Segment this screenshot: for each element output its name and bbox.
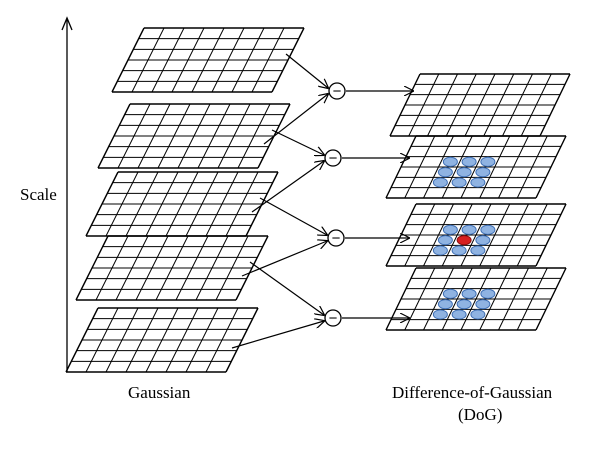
minus-symbol: − bbox=[332, 230, 341, 247]
minus-symbol: − bbox=[329, 310, 338, 327]
dog-label: Difference-of-Gaussian bbox=[392, 383, 553, 402]
neighbor-marker bbox=[470, 177, 486, 188]
neighbor-marker bbox=[442, 288, 458, 299]
neighbor-marker bbox=[470, 309, 486, 320]
neighbor-marker bbox=[475, 167, 491, 178]
minus-symbol: − bbox=[329, 150, 338, 167]
neighbor-marker bbox=[451, 309, 467, 320]
gaussian-level-2 bbox=[97, 103, 291, 169]
dog-level-4 bbox=[385, 267, 567, 331]
neighbor-marker bbox=[442, 156, 458, 167]
gaussian-level-3 bbox=[85, 171, 279, 237]
neighbor-marker bbox=[461, 288, 477, 299]
minus-circle bbox=[327, 229, 345, 247]
neighbor-marker bbox=[437, 299, 453, 310]
neighbor-marker bbox=[432, 309, 448, 320]
dog-level-1 bbox=[389, 73, 571, 137]
neighbor-marker bbox=[475, 235, 491, 246]
neighbor-marker bbox=[432, 177, 448, 188]
neighbor-marker bbox=[480, 156, 496, 167]
neighbor-marker bbox=[442, 224, 458, 235]
scale-axis bbox=[61, 16, 73, 372]
scale-label: Scale bbox=[20, 185, 57, 204]
dog-abbreviation-label: (DoG) bbox=[458, 405, 503, 424]
subtract-operator-3: − bbox=[241, 197, 409, 277]
connectors: − − − − bbox=[231, 53, 413, 349]
dog-level-3 bbox=[385, 203, 567, 267]
minus-symbol: − bbox=[333, 83, 342, 100]
neighbor-marker bbox=[437, 167, 453, 178]
neighbor-marker bbox=[456, 299, 472, 310]
gaussian-level-1 bbox=[111, 27, 305, 93]
subtract-operator-4: − bbox=[231, 261, 409, 349]
minus-circle bbox=[328, 82, 346, 100]
neighbor-marker bbox=[437, 235, 453, 246]
minus-circle bbox=[324, 309, 342, 327]
minus-circle bbox=[324, 149, 342, 167]
subtract-operator-2: − bbox=[251, 129, 409, 213]
neighbor-marker bbox=[461, 224, 477, 235]
neighbor-marker bbox=[475, 299, 491, 310]
keypoint-center-marker bbox=[456, 235, 472, 246]
gaussian-stack bbox=[65, 27, 305, 373]
neighbor-marker bbox=[451, 177, 467, 188]
gaussian-level-5 bbox=[65, 307, 259, 373]
neighbor-marker bbox=[432, 245, 448, 256]
neighbor-marker bbox=[456, 167, 472, 178]
gaussian-label: Gaussian bbox=[128, 383, 191, 402]
neighbor-marker bbox=[480, 224, 496, 235]
subtract-operator-1: − bbox=[263, 53, 413, 145]
neighbor-marker bbox=[480, 288, 496, 299]
scale-axis-arrowhead bbox=[61, 16, 73, 31]
neighbor-marker bbox=[461, 156, 477, 167]
dog-level-2 bbox=[385, 135, 567, 199]
neighbor-marker bbox=[451, 245, 467, 256]
dog-stack bbox=[385, 73, 571, 331]
gaussian-level-4 bbox=[75, 235, 269, 301]
neighbor-marker bbox=[470, 245, 486, 256]
